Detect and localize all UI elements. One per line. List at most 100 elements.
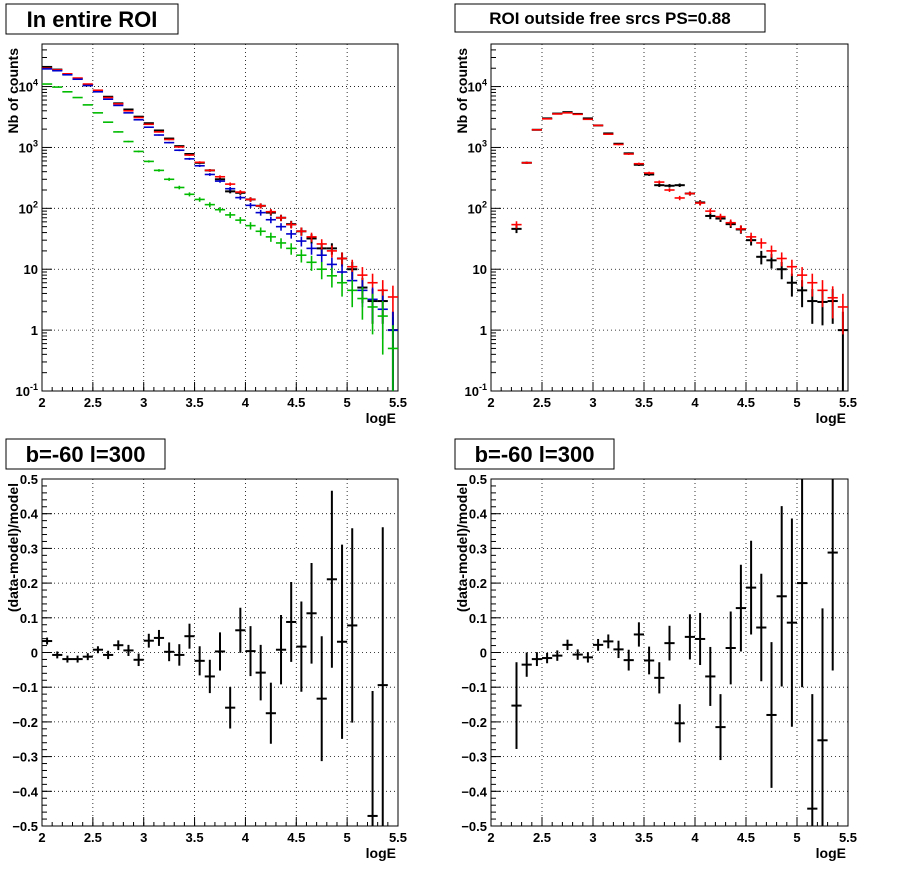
- data-point: [42, 83, 53, 85]
- chart-panel-3: 2 2.5 3 3.5 4 4.5 5 5.5 −0.5 −0.4 −0.3 −0.2 −0.1 0 0.1…: [5, 438, 407, 861]
- data-point: [766, 245, 777, 258]
- data-point: [674, 704, 685, 743]
- data-point: [306, 255, 317, 271]
- data-point: [511, 221, 522, 229]
- data-point: [245, 202, 256, 208]
- x-tick-label: 3.5: [186, 395, 204, 410]
- data-point: [316, 261, 327, 280]
- data-point: [103, 98, 114, 100]
- data-point: [552, 113, 563, 115]
- data-point: [367, 293, 378, 335]
- x-tick-label: 2.5: [533, 830, 551, 845]
- x-tick-label: 5.5: [389, 830, 407, 845]
- y-tick-label: 10: [24, 262, 38, 277]
- data-point: [623, 153, 634, 155]
- panel-title-box: [454, 438, 615, 470]
- data-point: [92, 91, 104, 93]
- data-point: [225, 686, 236, 729]
- data-point: [336, 252, 348, 267]
- series-4: [42, 83, 398, 391]
- data-point: [552, 650, 563, 661]
- series-1: [511, 479, 838, 826]
- data-point: [756, 573, 767, 682]
- data-point: [306, 562, 317, 664]
- data-point: [214, 207, 226, 213]
- x-tick-label: 3: [140, 395, 147, 410]
- x-tick-label: 5.5: [839, 830, 857, 845]
- y-axis-title: Nb of counts: [5, 48, 21, 134]
- data-point: [817, 280, 828, 308]
- data-point: [204, 173, 215, 176]
- data-point: [756, 250, 767, 265]
- data-point: [684, 614, 695, 660]
- data-point: [92, 646, 104, 654]
- y-tick-label: 0.1: [469, 611, 487, 626]
- data-point: [164, 642, 175, 662]
- data-point: [296, 249, 307, 263]
- data-point: [593, 638, 604, 651]
- data-point: [797, 479, 808, 688]
- data-point: [235, 195, 246, 200]
- data-point: [336, 273, 348, 297]
- y-tick-label: 1: [480, 323, 487, 338]
- y-tick-label: 102: [19, 199, 38, 216]
- data-point: [296, 601, 307, 692]
- data-point: [715, 694, 726, 761]
- y-tick-label: 0.3: [469, 541, 487, 556]
- panel-title: In entire ROI: [27, 7, 158, 32]
- data-point: [572, 113, 583, 116]
- x-tick-label: 2.5: [84, 395, 102, 410]
- data-point: [674, 195, 685, 201]
- data-point: [265, 682, 276, 744]
- data-point: [82, 83, 93, 85]
- data-point: [275, 223, 287, 231]
- y-tick-label: −0.3: [12, 750, 38, 765]
- data-point: [92, 89, 104, 92]
- x-tick-label: 3.5: [635, 830, 653, 845]
- x-tick-label: 3: [589, 830, 596, 845]
- data-point: [123, 108, 134, 111]
- x-tick-label: 3: [140, 830, 147, 845]
- data-point: [674, 183, 685, 187]
- x-tick-label: 4.5: [287, 830, 305, 845]
- y-tick-label: 104: [19, 78, 38, 95]
- data-point: [705, 213, 716, 220]
- y-tick-label: 0.2: [20, 576, 38, 591]
- y-tick-label: 0.2: [469, 576, 487, 591]
- data-point: [153, 629, 165, 646]
- panel-title-box: [454, 3, 766, 33]
- data-point: [245, 626, 256, 677]
- data-point: [326, 267, 337, 288]
- data-point: [72, 96, 83, 99]
- y-tick-label: 10-1: [465, 382, 487, 399]
- data-point: [133, 118, 144, 121]
- data-point: [336, 544, 348, 739]
- x-axis-title: logE: [816, 845, 846, 861]
- data-point: [511, 662, 522, 749]
- data-point: [367, 691, 378, 826]
- data-point: [817, 608, 828, 826]
- data-point: [62, 655, 73, 663]
- data-point: [837, 293, 848, 335]
- data-point: [296, 236, 307, 247]
- data-point: [613, 143, 624, 146]
- x-tick-label: 2.5: [84, 830, 102, 845]
- data-point: [153, 169, 165, 172]
- data-point: [52, 651, 63, 659]
- x-tick-label: 5: [344, 830, 351, 845]
- data-point: [531, 652, 542, 667]
- y-tick-label: 0.1: [20, 611, 38, 626]
- data-point: [387, 325, 398, 391]
- x-tick-label: 2.5: [533, 395, 551, 410]
- data-point: [225, 212, 236, 219]
- data-point: [654, 662, 665, 694]
- data-point: [807, 694, 818, 826]
- data-point: [562, 639, 573, 651]
- data-point: [153, 131, 165, 133]
- x-axis-title: logE: [366, 410, 396, 426]
- data-point: [235, 190, 246, 195]
- y-tick-label: 103: [468, 138, 487, 155]
- data-point: [52, 86, 63, 88]
- y-tick-label: 0.4: [20, 507, 39, 522]
- data-point: [725, 219, 736, 227]
